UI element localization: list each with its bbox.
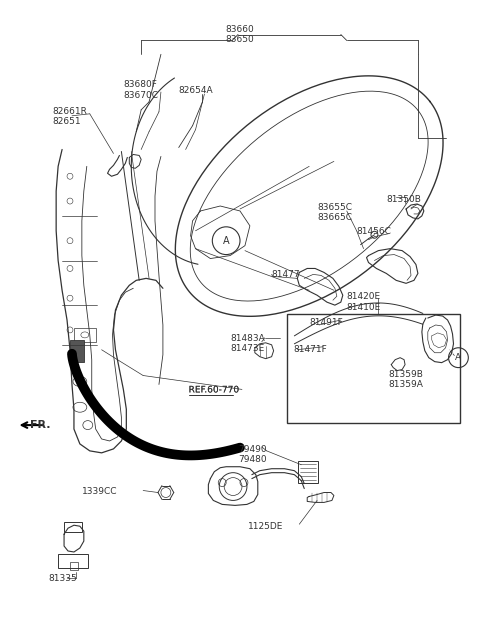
Bar	[288, 314, 460, 423]
Bar	[298, 461, 318, 483]
Text: 81477: 81477	[272, 270, 300, 279]
Text: 81471F: 81471F	[293, 345, 327, 354]
Bar	[58, 554, 88, 568]
Text: FR.: FR.	[30, 420, 51, 430]
Text: 83680F
83670C: 83680F 83670C	[123, 80, 158, 100]
Text: 82654A: 82654A	[179, 86, 213, 95]
Bar	[64, 522, 82, 532]
Text: 1125DE: 1125DE	[248, 522, 283, 531]
Bar	[70, 562, 78, 570]
Text: 81420E
81410E: 81420E 81410E	[347, 292, 381, 311]
Text: 81335: 81335	[48, 574, 77, 583]
Text: 1339CC: 1339CC	[82, 487, 117, 496]
Text: 82661R
82651: 82661R 82651	[52, 107, 87, 126]
Text: 79490
79480: 79490 79480	[238, 445, 267, 464]
Text: 83655C
83665C: 83655C 83665C	[317, 203, 352, 222]
Text: 81350B: 81350B	[386, 195, 421, 204]
Bar	[74, 328, 96, 342]
Text: 81483A
81473E: 81483A 81473E	[230, 334, 265, 353]
Text: 83660
83650: 83660 83650	[226, 24, 254, 44]
Text: A: A	[456, 353, 461, 362]
Bar	[70, 340, 84, 361]
Text: 81456C: 81456C	[357, 227, 392, 236]
Text: REF.60-770: REF.60-770	[189, 385, 239, 394]
Text: 81491F: 81491F	[309, 318, 343, 327]
Text: 81359B
81359A: 81359B 81359A	[388, 370, 423, 389]
Text: A: A	[223, 236, 229, 246]
